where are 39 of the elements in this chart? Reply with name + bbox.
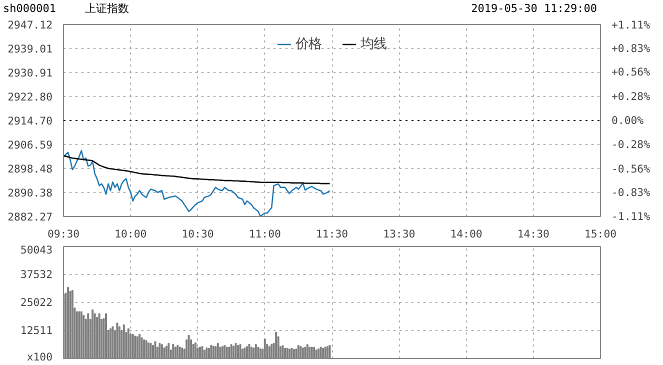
chart-subtitle: 上证指数 [85,1,129,17]
y-tick-label: 37532 [20,268,52,281]
line-series [64,155,330,184]
y2-tick-label: +0.56% [612,66,651,79]
y-tick-label: 2906.59 [8,138,53,152]
x-tick-label: 13:30 [383,228,416,240]
y2-tick-label: -0.83% [612,186,651,199]
x-tick-label: 15:00 [584,228,617,240]
y-tick-label: 2898.48 [8,162,53,176]
x-tick-label: 11:00 [248,228,281,240]
x-tick-label: 14:30 [517,228,550,240]
legend-label: 价格 [296,36,322,53]
y-tick-label: 12511 [20,324,52,337]
x-tick-label: 09:30 [47,228,80,240]
x-tick-label: 10:00 [114,228,147,240]
x-tick-label: 10:30 [182,228,214,240]
y2-tick-label: -0.28% [612,138,651,152]
x-tick-label: 11:30 [316,228,348,240]
x-tick-label: 14:00 [450,228,482,240]
y-tick-label: 2890.38 [8,186,53,200]
y-tick-label: 50043 [20,244,52,256]
text: 2019-05-30 11:29:00 [471,1,597,17]
y2-tick-label: +1.11% [612,18,651,32]
legend-label: 均线 [360,36,386,53]
y-tick-label: 2930.91 [8,66,53,80]
chart-title: sh000001 [3,1,56,17]
y2-tick-label: 0.00% [612,114,644,127]
y2-tick-label: -0.56% [612,162,651,176]
y2-tick-label: -1.11% [612,210,651,223]
y-tick-label: 2947.12 [8,18,53,32]
y-tick-label: 25022 [20,296,52,309]
y-tick-label: 2922.80 [8,90,53,104]
y-tick-label: 2882.27 [8,210,53,224]
y-tick-label: 2914.70 [8,114,53,128]
y2-tick-label: +0.28% [612,90,651,103]
y-tick-label: 2939.01 [8,42,53,56]
y-tick-label: x100 [26,350,53,364]
y2-tick-label: +0.83% [612,42,651,56]
line-series [64,150,330,216]
